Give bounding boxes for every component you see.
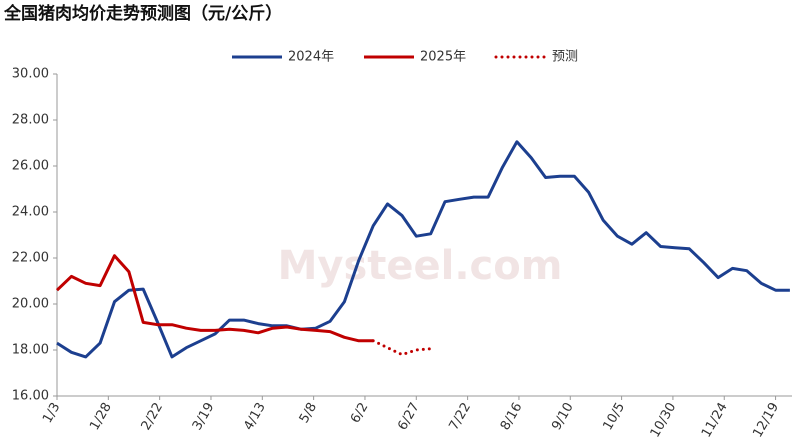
legend-label: 2025年 <box>420 50 466 65</box>
y-tick-label: 16.00 <box>12 389 49 404</box>
x-tick-label: 6/27 <box>395 400 423 433</box>
x-tick-label: 10/30 <box>648 400 680 440</box>
legend-label: 2024年 <box>288 50 334 65</box>
legend-label: 预测 <box>552 50 578 65</box>
series-line <box>55 254 374 343</box>
x-tick-label: 12/19 <box>750 400 782 440</box>
y-tick-label: 22.00 <box>12 251 49 266</box>
y-tick-label: 18.00 <box>12 343 49 358</box>
x-tick-label: 8/16 <box>498 400 526 433</box>
series-line <box>56 140 790 359</box>
x-tick-label: 11/24 <box>699 400 731 440</box>
series-line <box>371 339 433 357</box>
x-tick-label: 1/28 <box>87 400 115 433</box>
x-tick-label: 1/3 <box>40 400 63 426</box>
chart-title: 全国猪肉均价走势预测图（元/公斤） <box>3 3 282 24</box>
x-tick-label: 6/2 <box>348 400 371 426</box>
y-tick-label: 28.00 <box>12 113 49 128</box>
y-tick-label: 30.00 <box>12 67 49 82</box>
x-tick-label: 3/19 <box>190 400 218 433</box>
x-tick-label: 4/13 <box>241 400 269 433</box>
x-tick-label: 7/22 <box>447 400 475 433</box>
watermark: Mysteel.com <box>278 243 563 289</box>
x-tick-label: 9/10 <box>549 400 577 433</box>
y-tick-label: 26.00 <box>12 159 49 174</box>
y-tick-label: 24.00 <box>12 205 49 220</box>
x-tick-label: 10/5 <box>600 400 628 433</box>
y-tick-label: 20.00 <box>12 297 49 312</box>
x-tick-label: 5/8 <box>297 400 320 426</box>
x-tick-label: 2/22 <box>139 400 167 433</box>
